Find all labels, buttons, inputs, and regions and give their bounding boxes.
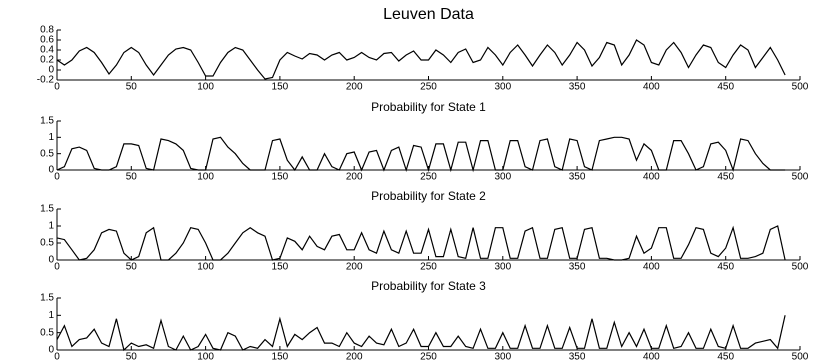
x-tick-label: 350: [569, 82, 586, 93]
x-tick-label: 50: [126, 262, 138, 273]
y-tick-label: 1: [48, 310, 54, 321]
y-tick-label: 1: [48, 132, 54, 143]
x-tick-label: 400: [643, 352, 660, 362]
x-tick-label: 0: [54, 352, 60, 362]
y-tick-label: -0.2: [37, 75, 55, 86]
x-tick-label: 300: [494, 262, 511, 273]
y-tick-label: 0.5: [40, 327, 54, 338]
x-tick-label: 0: [54, 82, 60, 93]
y-tick-label: 0: [48, 345, 54, 356]
x-tick-label: 250: [420, 262, 437, 273]
y-tick-label: 1.5: [40, 204, 54, 215]
x-tick-label: 0: [54, 172, 60, 183]
x-tick-label: 50: [126, 82, 138, 93]
x-tick-label: 500: [792, 172, 809, 183]
data-line: [56, 315, 786, 352]
x-tick-label: 250: [420, 172, 437, 183]
y-tick-label: 0: [48, 165, 54, 176]
chart-title: Probability for State 2: [371, 189, 486, 203]
x-tick-label: 100: [197, 352, 214, 362]
x-tick-label: 450: [717, 262, 734, 273]
x-tick-label: 450: [717, 82, 734, 93]
x-tick-label: 300: [494, 172, 511, 183]
x-tick-label: 350: [569, 172, 586, 183]
y-tick-label: 0: [48, 65, 54, 76]
y-tick-label: 1.5: [40, 293, 54, 304]
x-tick-label: 500: [792, 82, 809, 93]
data-line: [56, 225, 786, 261]
x-tick-label: 400: [643, 172, 660, 183]
x-tick-label: 400: [643, 82, 660, 93]
data-line: [56, 39, 786, 80]
x-tick-label: 300: [494, 352, 511, 362]
y-tick-label: 0.5: [40, 238, 54, 249]
x-tick-label: 150: [272, 352, 289, 362]
x-tick-label: 350: [569, 262, 586, 273]
chart-title: Probability for State 3: [371, 279, 486, 293]
x-tick-label: 100: [197, 172, 214, 183]
x-tick-label: 150: [272, 82, 289, 93]
x-tick-label: 150: [272, 262, 289, 273]
x-tick-label: 500: [792, 262, 809, 273]
x-tick-label: 300: [494, 82, 511, 93]
x-tick-label: 250: [420, 352, 437, 362]
y-tick-label: 0.4: [40, 45, 54, 56]
y-tick-label: 0.6: [40, 35, 54, 46]
chart-title: Leuven Data: [383, 6, 474, 23]
x-tick-label: 200: [346, 82, 363, 93]
x-tick-label: 200: [346, 352, 363, 362]
y-tick-label: 1: [48, 221, 54, 232]
x-tick-label: 50: [126, 172, 138, 183]
x-tick-label: 500: [792, 352, 809, 362]
y-tick-label: 0.2: [40, 55, 54, 66]
x-tick-label: 150: [272, 172, 289, 183]
x-tick-label: 200: [346, 172, 363, 183]
y-tick-label: 1.5: [40, 116, 54, 127]
x-tick-label: 200: [346, 262, 363, 273]
y-tick-label: 0.8: [40, 25, 54, 36]
y-tick-label: 0: [48, 255, 54, 266]
x-tick-label: 450: [717, 172, 734, 183]
y-tick-label: 0.5: [40, 148, 54, 159]
x-tick-label: 0: [54, 262, 60, 273]
x-tick-label: 250: [420, 82, 437, 93]
x-tick-label: 350: [569, 352, 586, 362]
x-tick-label: 100: [197, 262, 214, 273]
data-line: [56, 136, 786, 173]
x-tick-label: 50: [126, 352, 138, 362]
x-tick-label: 400: [643, 262, 660, 273]
x-tick-label: 100: [197, 82, 214, 93]
chart-title: Probability for State 1: [371, 100, 486, 114]
x-tick-label: 450: [717, 352, 734, 362]
